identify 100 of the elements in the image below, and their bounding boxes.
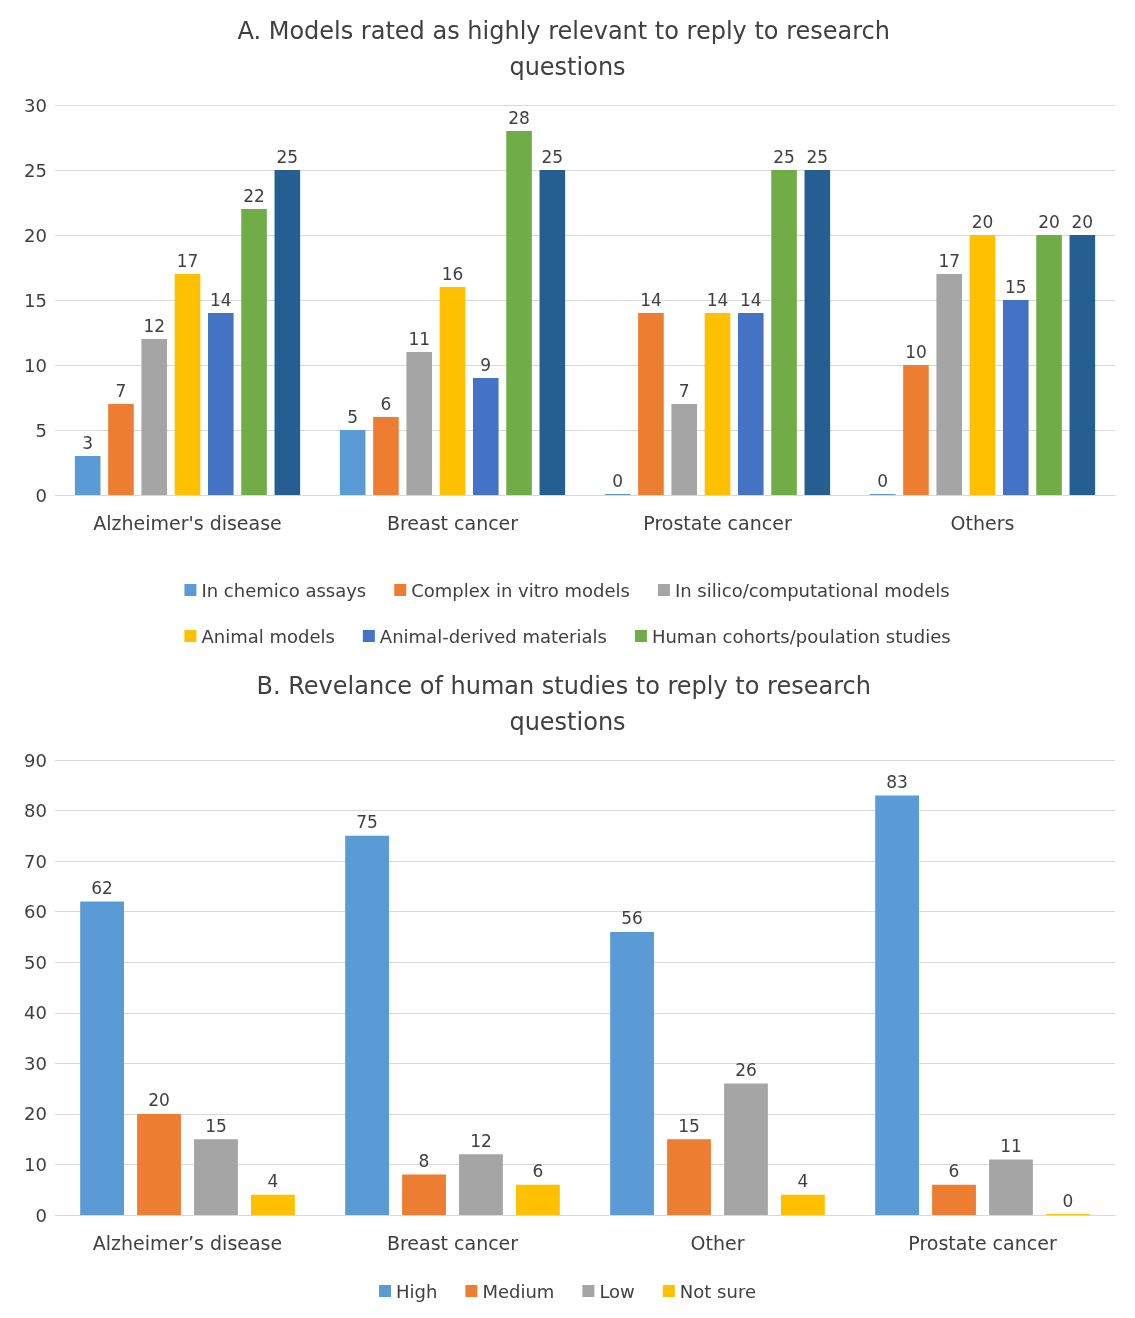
bar: [936, 274, 963, 495]
y-tick-label: 15: [24, 289, 47, 311]
data-label: 3: [82, 432, 94, 453]
data-label: 25: [541, 146, 564, 167]
x-tick-label: Breast cancer: [386, 1231, 519, 1254]
bar: [989, 1159, 1033, 1215]
bar: [704, 313, 731, 495]
data-label: 7: [678, 380, 690, 401]
bar: [439, 287, 466, 495]
legend-label: Animal-derived materials: [379, 625, 607, 647]
bar: [737, 313, 764, 495]
legend-label: Not sure: [679, 1280, 756, 1302]
bar: [875, 795, 919, 1215]
bar: [373, 417, 399, 495]
bar: [1069, 235, 1096, 495]
bar: [932, 1184, 976, 1215]
data-label: 4: [797, 1171, 809, 1192]
bar: [506, 131, 532, 495]
bar: [174, 274, 201, 495]
y-tick-label: 0: [35, 484, 47, 506]
bar: [969, 235, 996, 495]
data-label: 10: [905, 341, 927, 362]
bar: [638, 313, 664, 495]
legend-label: Human cohorts/poulation studies: [651, 625, 951, 647]
bar: [671, 404, 698, 495]
data-label: 14: [706, 289, 729, 310]
bar: [472, 378, 499, 495]
bar: [406, 352, 433, 495]
y-tick-label: 40: [24, 1002, 47, 1024]
data-label: 16: [441, 263, 464, 284]
bar: [274, 170, 301, 495]
data-label: 22: [243, 185, 265, 206]
y-tick-label: 5: [35, 419, 47, 441]
data-label: 15: [678, 1115, 700, 1136]
data-label: 7: [115, 380, 127, 401]
data-label: 25: [806, 146, 829, 167]
legend-label: Medium: [482, 1280, 555, 1302]
data-label: 20: [1071, 211, 1094, 232]
data-label: 62: [91, 878, 113, 899]
data-label: 14: [640, 289, 662, 310]
data-label: 20: [971, 211, 994, 232]
data-label: 20: [1038, 211, 1060, 232]
data-label: 4: [267, 1171, 279, 1192]
data-label: 5: [347, 406, 359, 427]
data-label: 11: [1000, 1135, 1022, 1156]
x-tick-label: Alzheimer’s disease: [92, 1231, 283, 1254]
data-label: 12: [143, 315, 166, 336]
data-label: 26: [735, 1060, 757, 1081]
data-label: 6: [532, 1161, 544, 1182]
bar: [80, 901, 124, 1215]
bar: [108, 404, 134, 495]
legend-label: High: [396, 1280, 438, 1302]
bar: [207, 313, 234, 495]
data-label: 25: [276, 146, 299, 167]
data-label: 6: [380, 393, 392, 414]
y-tick-label: 60: [24, 901, 47, 923]
data-label: 14: [739, 289, 762, 310]
y-tick-label: 80: [24, 800, 47, 822]
bar: [539, 170, 566, 495]
data-label: 75: [356, 812, 378, 833]
bar: [141, 339, 168, 495]
data-label: 6: [948, 1161, 960, 1182]
data-label: 15: [1004, 276, 1027, 297]
bar: [402, 1174, 446, 1215]
chart-title: A. Models rated as highly relevant to reply to research questions: [237, 17, 898, 81]
data-label: 17: [938, 250, 961, 271]
legend-label: In silico/computational models: [674, 579, 950, 601]
x-tick-label: Prostate cancer: [908, 1231, 1057, 1254]
data-label: 15: [205, 1115, 227, 1136]
data-label: 8: [418, 1151, 430, 1172]
y-tick-label: 30: [24, 94, 47, 116]
x-tick-label: Other: [690, 1231, 745, 1254]
x-tick-label: Others: [950, 511, 1015, 534]
data-label: 11: [408, 328, 431, 349]
bar: [459, 1154, 503, 1215]
y-tick-label: 50: [24, 951, 47, 973]
data-label: 0: [1062, 1190, 1074, 1211]
bar: [1036, 235, 1062, 495]
bar: [610, 931, 654, 1215]
legend-label: Complex in vitro models: [411, 579, 630, 601]
bar: [74, 456, 101, 495]
bar: [667, 1139, 711, 1215]
data-label: 28: [508, 107, 530, 128]
bar: [903, 365, 929, 495]
x-tick-label: Breast cancer: [386, 511, 519, 534]
data-label: 12: [470, 1130, 492, 1151]
bar: [137, 1113, 181, 1215]
data-label: 17: [176, 250, 199, 271]
y-tick-label: 30: [24, 1052, 47, 1074]
y-tick-label: 0: [35, 1204, 47, 1226]
y-tick-label: 20: [24, 224, 47, 246]
bar: [339, 430, 366, 495]
bar: [345, 835, 389, 1215]
data-label: 25: [773, 146, 795, 167]
data-label: 83: [886, 771, 908, 792]
data-label: 9: [480, 354, 492, 375]
data-label: 14: [209, 289, 232, 310]
bar: [724, 1083, 768, 1215]
bar: [516, 1184, 560, 1215]
y-tick-label: 70: [24, 850, 47, 872]
